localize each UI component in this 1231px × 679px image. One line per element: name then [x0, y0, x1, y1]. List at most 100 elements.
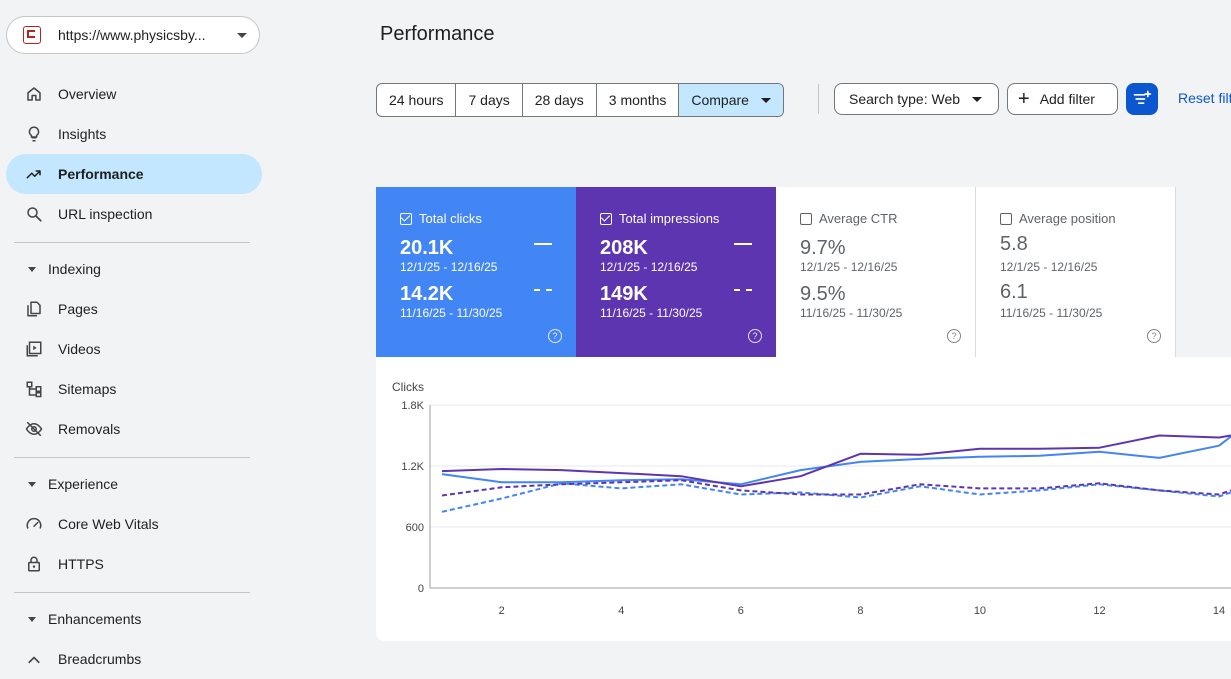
- sidebar-item-label: Performance: [58, 166, 144, 182]
- sidebar-item-url-inspection[interactable]: URL inspection: [6, 194, 262, 234]
- metric-previous-value: 149K: [600, 283, 648, 305]
- metric-label: Total impressions: [619, 211, 720, 226]
- section-label: Experience: [48, 476, 119, 492]
- x-tick-label: 8: [857, 605, 863, 617]
- metric-cards: Total clicks 20.1K 12/1/25 - 12/16/25 14…: [376, 187, 1231, 357]
- metric-header: Total impressions: [600, 211, 719, 226]
- range-24-hours-button[interactable]: 24 hours: [377, 84, 457, 116]
- y-axis-title: Clicks: [392, 380, 424, 394]
- metric-header: Average position: [1000, 211, 1116, 226]
- metric-current-value: 5.8: [1000, 233, 1028, 255]
- sidebar-item-label: Breadcrumbs: [58, 651, 142, 667]
- sidebar-item-label: Insights: [58, 126, 107, 142]
- metric-previous-value: 14.2K: [400, 283, 454, 305]
- x-tick-label: 12: [1093, 605, 1105, 617]
- property-selector[interactable]: https://www.physicsby...: [6, 16, 260, 54]
- x-tick-label: 2: [499, 605, 505, 617]
- speed-gauge-icon: [24, 514, 44, 534]
- dashed-line-legend-icon: [734, 289, 752, 291]
- lightbulb-icon: [24, 124, 44, 144]
- lock-icon: [24, 554, 44, 574]
- visibility-off-icon: [24, 419, 44, 439]
- help-icon[interactable]: ?: [748, 329, 762, 343]
- metric-card-average-ctr[interactable]: Average CTR 9.7% 12/1/25 - 12/16/25 9.5%…: [776, 187, 976, 357]
- dropdown-arrow-icon: [972, 96, 983, 102]
- metric-card-total-impressions[interactable]: Total impressions 208K 12/1/25 - 12/16/2…: [576, 187, 776, 357]
- solid-line-legend-icon: [734, 243, 752, 245]
- sidebar-divider: [14, 242, 250, 243]
- sidebar-item-label: Videos: [58, 341, 101, 357]
- metric-header: Average CTR: [800, 211, 898, 226]
- range-3-months-button[interactable]: 3 months: [597, 84, 680, 116]
- page-title: Performance: [380, 23, 495, 45]
- sidebar-item-sitemaps[interactable]: Sitemaps: [6, 369, 262, 409]
- filter-settings-button[interactable]: [1126, 83, 1158, 115]
- range-7-days-button[interactable]: 7 days: [456, 84, 523, 116]
- series-line-4: [441, 479, 1231, 497]
- expand-arrow-icon: [28, 616, 36, 622]
- home-icon: [24, 84, 44, 104]
- metric-card-total-clicks[interactable]: Total clicks 20.1K 12/1/25 - 12/16/25 14…: [376, 187, 576, 357]
- sidebar-item-videos[interactable]: Videos: [6, 329, 262, 369]
- metric-current-period: 12/1/25 - 12/16/25: [600, 260, 698, 274]
- sidebar-item-label: Core Web Vitals: [58, 516, 159, 532]
- help-icon[interactable]: ?: [947, 329, 961, 343]
- checkbox-checked-icon[interactable]: [400, 212, 412, 225]
- sidebar-item-insights[interactable]: Insights: [6, 114, 262, 154]
- property-url: https://www.physicsby...: [58, 27, 206, 43]
- metric-current-period: 12/1/25 - 12/16/25: [800, 260, 898, 274]
- search-type-dropdown[interactable]: Search type: Web: [834, 83, 999, 115]
- expand-arrow-icon: [28, 266, 36, 272]
- metric-previous-value: 9.5%: [800, 283, 846, 305]
- sidebar-item-removals[interactable]: Removals: [6, 409, 262, 449]
- section-label: Enhancements: [48, 611, 142, 627]
- section-toggle-enhancements[interactable]: Enhancements: [14, 601, 250, 637]
- sidebar-item-label: Sitemaps: [58, 381, 117, 397]
- series-line-2: [441, 434, 1231, 488]
- metric-previous-period: 11/16/25 - 11/30/25: [600, 306, 703, 320]
- y-tick-label: 1.2K: [401, 461, 424, 473]
- range-28-days-button[interactable]: 28 days: [523, 84, 597, 116]
- sidebar-item-overview[interactable]: Overview: [6, 74, 262, 114]
- metric-card-average-position[interactable]: Average position 5.8 12/1/25 - 12/16/25 …: [976, 187, 1176, 357]
- y-tick-label: 0: [418, 583, 424, 595]
- y-tick-label: 1.8K: [401, 400, 424, 412]
- solid-line-legend-icon: [534, 243, 552, 245]
- section-toggle-indexing[interactable]: Indexing: [14, 251, 250, 287]
- sidebar-item-breadcrumbs[interactable]: Breadcrumbs: [6, 639, 262, 679]
- section-toggle-experience[interactable]: Experience: [14, 466, 250, 502]
- dashed-line-legend-icon: [534, 289, 552, 291]
- metric-previous-period: 11/16/25 - 11/30/25: [800, 306, 903, 320]
- add-filter-button[interactable]: + Add filter: [1007, 83, 1118, 115]
- checkbox-unchecked-icon[interactable]: [1000, 212, 1012, 225]
- compare-button[interactable]: Compare: [679, 84, 783, 116]
- plus-icon: +: [1018, 88, 1030, 110]
- metric-current-value: 20.1K: [400, 237, 454, 259]
- help-icon[interactable]: ?: [548, 329, 562, 343]
- performance-chart: Clicks 0 600 1.2K 1.8K 2 4 6 8 10 12 14: [376, 357, 1231, 641]
- sidebar-item-pages[interactable]: Pages: [6, 289, 262, 329]
- series-line-3: [441, 482, 1231, 513]
- x-tick-label: 4: [618, 605, 624, 617]
- x-tick-label: 6: [738, 605, 744, 617]
- sidebar-item-https[interactable]: HTTPS: [6, 544, 262, 584]
- help-icon[interactable]: ?: [1147, 329, 1161, 343]
- reset-filters-link[interactable]: Reset filters: [1178, 90, 1231, 106]
- checkbox-unchecked-icon[interactable]: [800, 212, 812, 225]
- x-tick-label: 10: [974, 605, 986, 617]
- video-icon: [24, 339, 44, 359]
- filter-list-icon: [1133, 90, 1152, 104]
- section-label: Indexing: [48, 261, 101, 277]
- sidebar-item-label: Pages: [58, 301, 98, 317]
- site-favicon-icon: [23, 26, 41, 44]
- search-type-label: Search type: Web: [849, 91, 961, 107]
- sidebar-item-performance[interactable]: Performance: [6, 154, 262, 194]
- sidebar: https://www.physicsby... Overview Insigh…: [0, 0, 262, 667]
- checkbox-checked-icon[interactable]: [600, 212, 612, 225]
- metric-current-period: 12/1/25 - 12/16/25: [1000, 260, 1098, 274]
- x-tick-label: 14: [1213, 605, 1225, 617]
- sidebar-item-core-web-vitals[interactable]: Core Web Vitals: [6, 504, 262, 544]
- metric-label: Average position: [1019, 211, 1116, 226]
- expand-arrow-icon: [28, 481, 36, 487]
- toolbar-divider: [818, 84, 819, 114]
